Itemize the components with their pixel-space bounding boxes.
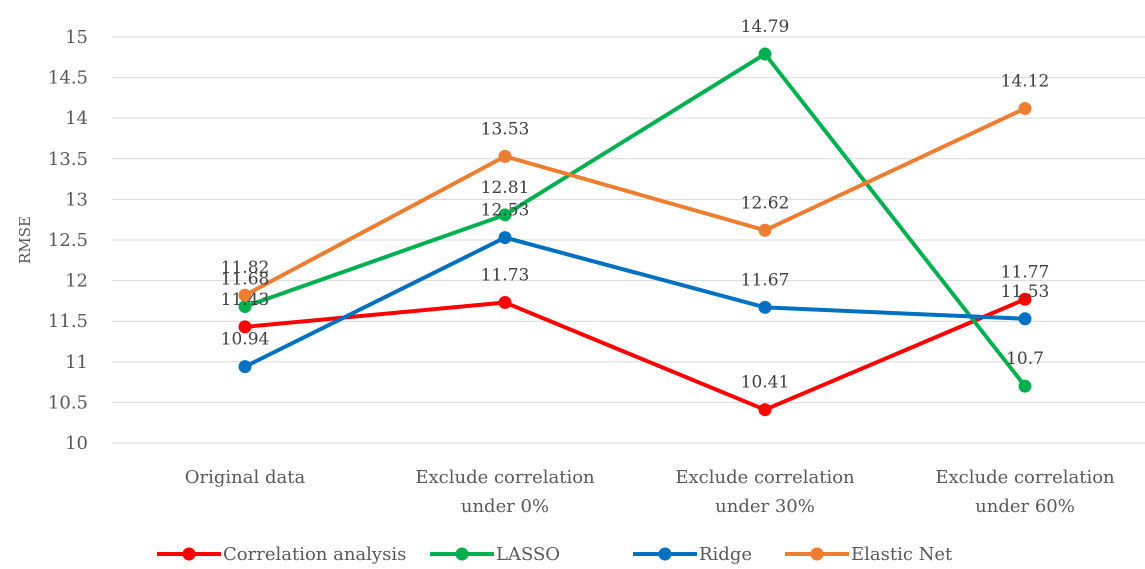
y-tick-label: 11 — [65, 352, 88, 373]
legend-item: Ridge — [633, 544, 752, 565]
data-point — [758, 300, 772, 314]
y-axis-title: RMSE — [16, 216, 34, 264]
series-line-0 — [244, 297, 1026, 412]
x-axis-categories: Original data Exclude correlation under 0%… — [185, 467, 1115, 517]
data-point — [238, 320, 252, 334]
legend-label: LASSO — [496, 544, 560, 565]
data-label: 11.43 — [221, 290, 270, 310]
y-tick-label: 14 — [65, 108, 88, 129]
legend-label: Elastic Net — [851, 544, 953, 565]
x-category-label: under 60% — [975, 496, 1075, 517]
x-category: Exclude correlation under 60% — [935, 467, 1115, 517]
data-label: 11.53 — [1001, 282, 1050, 302]
data-label: 14.79 — [741, 17, 790, 37]
y-tick-label: 11.5 — [48, 311, 88, 332]
y-tick-label: 13 — [65, 189, 88, 210]
x-category: Exclude correlation under 30% — [675, 467, 855, 517]
data-label: 12.81 — [481, 178, 530, 198]
series-line-1 — [244, 52, 1027, 388]
data-label: 11.67 — [741, 270, 790, 290]
gridlines — [112, 36, 1145, 444]
legend-marker — [810, 547, 824, 561]
data-labels: 11.43 11.73 10.41 11.77 11.68 12.81 14.79 10.7 1… — [221, 17, 1050, 393]
data-label: 12.53 — [481, 201, 530, 221]
y-tick-label: 13.5 — [48, 149, 88, 170]
data-label: 11.68 — [221, 270, 270, 290]
x-category-label: under 0% — [461, 496, 549, 517]
data-label: 11.77 — [1001, 262, 1050, 282]
data-point — [498, 208, 512, 222]
data-label: 10.41 — [741, 373, 790, 393]
data-label: 10.7 — [1006, 349, 1044, 369]
x-category-label: Original data — [185, 467, 306, 488]
data-label: 13.53 — [481, 119, 530, 139]
y-tick-label: 10.5 — [48, 392, 88, 413]
data-point — [238, 300, 252, 314]
data-point — [1018, 101, 1032, 115]
legend-item: Elastic Net — [785, 544, 953, 565]
data-point — [1018, 292, 1032, 306]
data-point — [498, 149, 512, 163]
legend-marker — [455, 547, 469, 561]
series-line-3 — [244, 106, 1026, 297]
legend: Correlation analysis LASSO Ridge Elastic Ne… — [157, 544, 953, 565]
legend-item: LASSO — [430, 544, 560, 565]
data-label: 10.94 — [221, 330, 270, 350]
series-line-2 — [244, 235, 1026, 369]
legend-label: Correlation analysis — [223, 544, 406, 565]
data-point — [238, 288, 252, 302]
data-point — [758, 223, 772, 237]
data-point — [498, 231, 512, 245]
data-label: 14.12 — [1001, 71, 1050, 91]
legend-label: Ridge — [699, 544, 752, 565]
data-point — [1018, 312, 1032, 326]
y-axis-ticks: 10 10.5 11 11.5 12 12.5 13 13.5 14 14.5 15 — [48, 27, 88, 454]
data-point — [758, 403, 772, 417]
x-category-label: Exclude correlation — [675, 467, 855, 488]
y-tick-label: 14.5 — [48, 68, 88, 89]
data-label: 11.73 — [481, 266, 530, 286]
x-category: Original data — [185, 467, 306, 488]
x-category: Exclude correlation under 0% — [415, 467, 595, 517]
data-point — [1018, 379, 1032, 393]
series-lines — [238, 47, 1032, 417]
data-point — [238, 360, 252, 374]
x-category-label: under 30% — [715, 496, 815, 517]
x-category-label: Exclude correlation — [935, 467, 1115, 488]
legend-item: Correlation analysis — [157, 544, 406, 565]
y-tick-label: 10 — [65, 433, 88, 454]
data-label: 12.62 — [741, 193, 790, 213]
legend-marker — [182, 547, 196, 561]
x-category-label: Exclude correlation — [415, 467, 595, 488]
y-tick-label: 12 — [65, 271, 88, 292]
legend-marker — [658, 547, 672, 561]
y-tick-label: 12.5 — [48, 230, 88, 251]
data-point — [498, 296, 512, 310]
y-tick-label: 15 — [65, 27, 88, 48]
data-label: 11.82 — [221, 258, 270, 278]
data-point — [758, 47, 772, 61]
